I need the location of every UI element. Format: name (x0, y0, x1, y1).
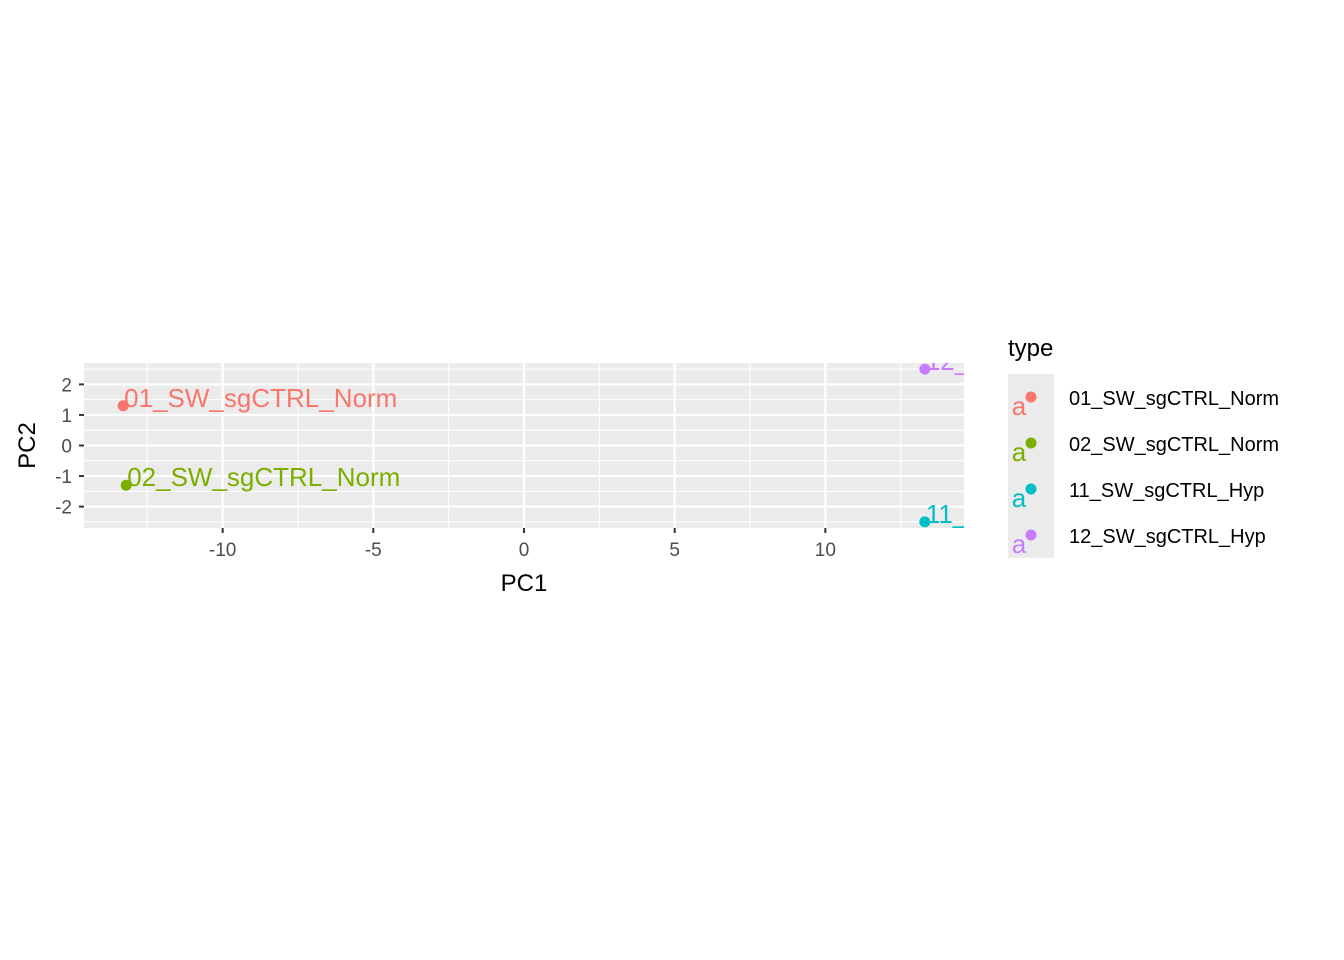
data-point (919, 516, 931, 528)
legend-key-background (1008, 374, 1054, 558)
y-tick-label: 0 (61, 437, 72, 458)
point-label: 02_SW_sgCTRL_Norm (127, 462, 400, 492)
major-gridlines (84, 363, 964, 528)
legend-key-glyph: a (1012, 529, 1027, 559)
y-axis: -2 -1 0 1 2 (55, 375, 84, 519)
legend-item: a 12_SW_sgCTRL_Hyp (1012, 526, 1266, 559)
y-tick-label: -1 (55, 467, 72, 488)
point-label: 11_SW_sgCTRL_Hyp (926, 499, 1180, 529)
point-labels: 01_SW_sgCTRL_Norm 02_SW_sgCTRL_Norm 11_SW_… (124, 346, 1182, 529)
legend-label: 01_SW_sgCTRL_Norm (1069, 388, 1279, 410)
data-point (919, 363, 931, 375)
x-axis: -10 -5 0 5 10 (209, 528, 836, 561)
x-tick-label: -5 (365, 540, 382, 561)
y-tick-label: -2 (55, 498, 72, 519)
x-tick-label: 10 (815, 540, 836, 561)
y-axis-title: PC2 (14, 422, 41, 469)
data-point (120, 479, 132, 491)
legend-key-point (1025, 529, 1037, 541)
x-tick-label: -10 (209, 540, 236, 561)
legend-item: a 02_SW_sgCTRL_Norm (1012, 434, 1279, 467)
data-points (117, 363, 931, 528)
legend-key-point (1025, 483, 1037, 495)
legend-key-point (1025, 391, 1037, 403)
legend-label: 11_SW_sgCTRL_Hyp (1069, 480, 1264, 502)
legend-label: 12_SW_sgCTRL_Hyp (1069, 526, 1266, 548)
legend-item: a 11_SW_sgCTRL_Hyp (1012, 480, 1265, 513)
legend-key-glyph: a (1012, 437, 1027, 467)
y-tick-label: 2 (61, 375, 72, 396)
legend-label: 02_SW_sgCTRL_Norm (1069, 434, 1279, 456)
x-axis-title: PC1 (501, 570, 548, 597)
point-label: 12_SW_sgCTRL_Hyp (926, 346, 1182, 376)
legend-item: a 01_SW_sgCTRL_Norm (1012, 388, 1279, 421)
legend-key-point (1025, 437, 1037, 449)
x-tick-label: 0 (519, 540, 530, 561)
y-tick-label: 1 (61, 406, 72, 427)
legend-title: type (1008, 335, 1053, 362)
data-point (117, 400, 129, 412)
legend-key-glyph: a (1012, 391, 1027, 421)
legend-key-glyph: a (1012, 483, 1027, 513)
x-tick-label: 5 (669, 540, 680, 561)
point-label: 01_SW_sgCTRL_Norm (124, 383, 397, 413)
